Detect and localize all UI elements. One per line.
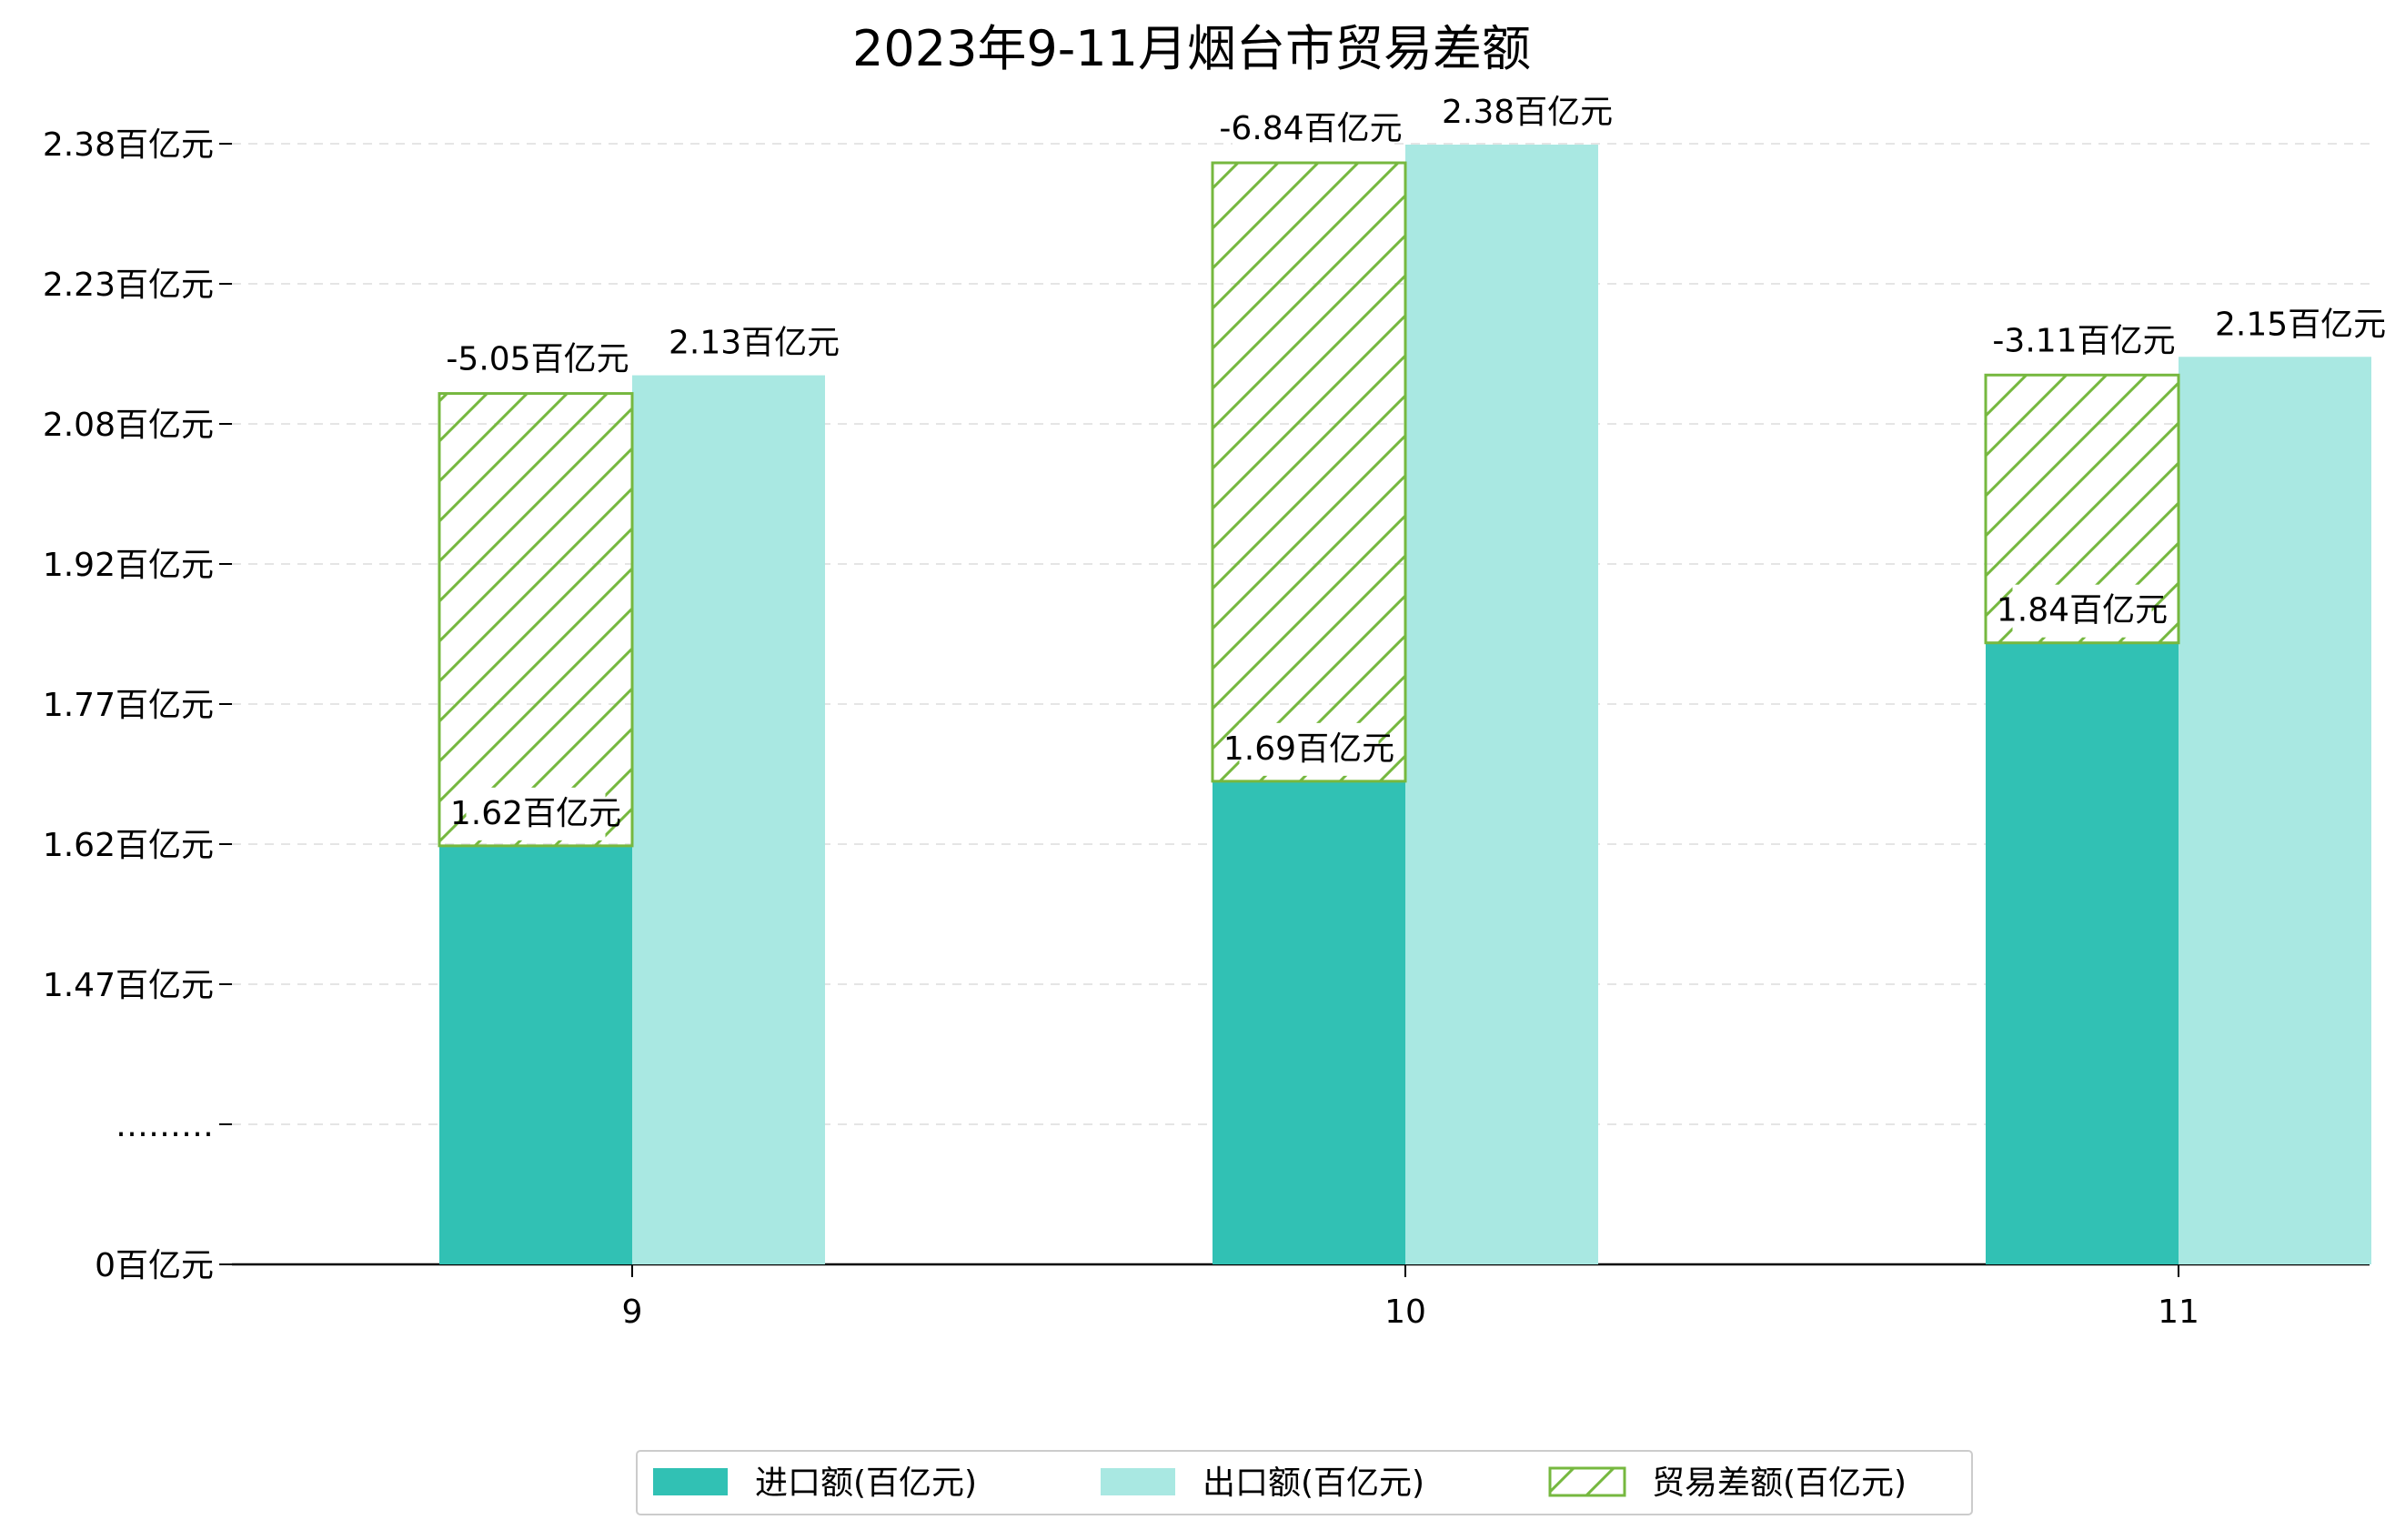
data-label-bg xyxy=(459,333,616,387)
import-bar xyxy=(1986,642,2179,1264)
data-label-bg xyxy=(1239,722,1379,776)
y-tick-label: ……… xyxy=(116,1107,214,1144)
y-tick-label: 0百亿元 xyxy=(95,1247,214,1284)
import-value-label: 1.69百亿元 xyxy=(1223,722,1394,776)
data-label-bg xyxy=(2006,315,2162,368)
data-label: 1.62百亿元 xyxy=(450,795,621,832)
y-tick-label: 1.62百亿元 xyxy=(43,827,214,864)
legend-swatch xyxy=(1101,1468,1175,1495)
export-value-label: 2.38百亿元 xyxy=(1433,86,1613,139)
legend-label: 出口额(百亿元) xyxy=(1203,1465,1424,1502)
legend-frame xyxy=(636,1450,1973,1515)
x-tick-label: 9 xyxy=(622,1293,643,1331)
data-label: -3.11百亿元 xyxy=(1992,322,2175,359)
legend-swatch xyxy=(1548,1466,1626,1497)
data-label: -5.05百亿元 xyxy=(446,341,629,378)
legend-label: 进口额(百亿元) xyxy=(755,1465,977,1502)
import-value-label: 1.62百亿元 xyxy=(450,787,621,840)
data-label: 1.84百亿元 xyxy=(1997,592,2168,629)
data-label: -6.84百亿元 xyxy=(1219,110,1402,147)
chart-title: 2023年9-11月烟台市贸易差额 xyxy=(852,20,1531,77)
data-label: 2.38百亿元 xyxy=(1442,94,1613,131)
data-label: 2.13百亿元 xyxy=(669,325,840,362)
export-value-label: 2.15百亿元 xyxy=(2206,298,2385,352)
data-label: 2.15百亿元 xyxy=(2215,306,2385,343)
import-bar xyxy=(1213,780,1405,1264)
data-label-bg xyxy=(2206,298,2345,352)
balance-bar xyxy=(438,392,634,848)
y-tick-label: 2.08百亿元 xyxy=(43,407,214,444)
balance-value-label: -6.84百亿元 xyxy=(1219,103,1403,156)
export-bar xyxy=(632,375,825,1265)
legend-label: 贸易差额(百亿元) xyxy=(1652,1465,1907,1502)
x-tick-label: 10 xyxy=(1384,1293,1426,1331)
data-label-bg xyxy=(2012,584,2152,638)
legend-swatch xyxy=(653,1468,728,1495)
export-bar xyxy=(1405,145,1598,1264)
import-bar xyxy=(439,845,632,1264)
export-value-label: 2.13百亿元 xyxy=(659,317,840,370)
legend: 进口额(百亿元) 出口额(百亿元) 贸易差额(百亿元) xyxy=(636,1450,1973,1515)
y-tick-label: 1.92百亿元 xyxy=(43,547,214,584)
y-tick-label: 1.47百亿元 xyxy=(43,967,214,1004)
balance-bar xyxy=(1211,161,1407,783)
y-tick-label: 2.38百亿元 xyxy=(43,126,214,164)
export-bar xyxy=(2179,357,2371,1264)
data-label-bg xyxy=(1433,86,1572,139)
balance-value-label: -5.05百亿元 xyxy=(446,333,629,387)
x-tick-label: 11 xyxy=(2158,1293,2199,1331)
data-label-bg xyxy=(466,787,606,840)
data-label-bg xyxy=(1233,103,1389,156)
data-label: 1.69百亿元 xyxy=(1223,730,1394,768)
data-label-bg xyxy=(659,317,799,370)
y-tick-label: 2.23百亿元 xyxy=(43,267,214,304)
balance-value-label: -3.11百亿元 xyxy=(1992,315,2176,368)
import-value-label: 1.84百亿元 xyxy=(1997,584,2168,638)
y-tick-label: 1.77百亿元 xyxy=(43,687,214,724)
